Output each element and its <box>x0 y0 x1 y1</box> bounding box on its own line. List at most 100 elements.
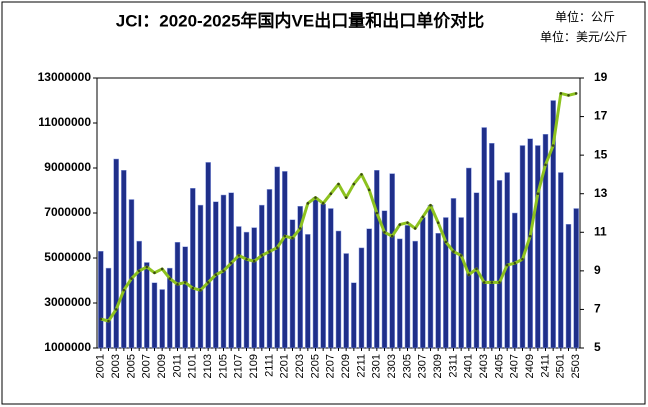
bar <box>105 267 112 349</box>
x-tick-label: 2403 <box>478 354 490 378</box>
line-point <box>444 240 448 244</box>
y-tick-label: 3000000 <box>44 295 91 309</box>
x-tick-label: 2405 <box>493 354 505 378</box>
x-tick-label: 2107 <box>233 354 245 378</box>
line-point <box>191 286 195 290</box>
line-point <box>99 317 103 321</box>
line-point <box>360 173 363 176</box>
line-point <box>130 277 133 280</box>
x-tick-label: 2305 <box>401 354 413 378</box>
line-point <box>122 288 126 292</box>
bar <box>481 127 487 349</box>
bar <box>174 242 181 349</box>
x-tick-label: 2201 <box>279 354 291 378</box>
line-point <box>199 288 202 292</box>
line-point <box>536 192 540 196</box>
line-point <box>291 236 294 240</box>
line-point <box>344 196 348 199</box>
x-tick-label: 2411 <box>539 354 551 378</box>
bar <box>366 228 372 349</box>
bar <box>243 231 250 349</box>
y2-tick-label: 11 <box>594 224 607 238</box>
line-point <box>413 227 417 230</box>
line-point <box>421 215 425 219</box>
unit-right: 单位：美元/公斤 <box>540 29 627 44</box>
bar <box>335 230 342 349</box>
bar <box>328 208 334 349</box>
bar <box>374 170 380 349</box>
line-point <box>329 192 333 196</box>
line-point <box>452 250 455 253</box>
line-point <box>176 283 179 286</box>
bar <box>427 204 434 349</box>
bar <box>121 170 127 349</box>
line-point <box>352 182 356 186</box>
x-tick-label: 2009 <box>156 354 168 378</box>
x-tick-label: 2001 <box>95 354 107 378</box>
bar <box>535 145 541 349</box>
line-point <box>321 202 325 205</box>
line-point <box>390 234 394 238</box>
x-tick-label: 2409 <box>524 354 536 378</box>
line-point <box>482 281 486 284</box>
x-tick-label: 2407 <box>509 354 521 378</box>
line-point <box>521 257 524 261</box>
line-point <box>245 257 248 261</box>
bar <box>266 189 273 349</box>
bar <box>466 167 472 349</box>
x-tick-label: 2309 <box>432 354 444 378</box>
line-point <box>214 273 218 277</box>
line-point <box>375 211 379 215</box>
bar <box>458 217 464 349</box>
x-tick-label: 2111 <box>263 354 275 377</box>
line-point <box>459 254 463 257</box>
x-tick-label: 2209 <box>340 354 352 378</box>
x-tick-label: 2301 <box>371 354 383 378</box>
y2-tick-label: 9 <box>594 263 601 277</box>
y-tick-label: 9000000 <box>44 160 91 174</box>
bar <box>274 166 280 349</box>
bar <box>558 172 564 349</box>
bar <box>205 162 211 349</box>
bar <box>251 227 257 349</box>
bar <box>412 240 418 349</box>
bar <box>397 238 403 349</box>
line-point <box>206 281 210 284</box>
line-point <box>283 234 287 238</box>
y-tick-label: 1000000 <box>44 340 91 354</box>
line-point <box>398 223 402 226</box>
x-tick-label: 2109 <box>248 354 260 378</box>
line-point <box>237 254 241 257</box>
y-tick-label: 5000000 <box>44 250 91 264</box>
line-point <box>567 94 570 97</box>
line-point <box>268 250 271 253</box>
line-point <box>559 92 563 95</box>
line-point <box>467 273 471 277</box>
x-tick-label: 2311 <box>447 354 459 378</box>
bar <box>320 203 326 349</box>
x-tick-label: 2207 <box>325 354 337 378</box>
y2-tick-label: 13 <box>594 186 608 200</box>
bar <box>144 262 150 349</box>
line-point <box>475 267 478 271</box>
bar <box>228 192 234 349</box>
x-tick-label: 2101 <box>187 354 199 378</box>
bar <box>159 289 165 349</box>
bar <box>236 226 242 349</box>
bar <box>305 234 311 349</box>
x-tick-label: 2105 <box>217 354 229 378</box>
y2-tick-label: 19 <box>594 70 608 84</box>
line-point <box>252 259 256 263</box>
line-point <box>137 269 141 273</box>
line-point <box>528 234 532 238</box>
x-tick-label: 2005 <box>125 354 137 378</box>
line-point <box>153 271 156 275</box>
bar <box>343 253 349 349</box>
x-tick-label: 2205 <box>309 354 321 378</box>
bar <box>358 247 365 349</box>
line-point <box>160 267 164 271</box>
bar <box>489 143 495 349</box>
y-tick-label: 13000000 <box>38 70 92 84</box>
